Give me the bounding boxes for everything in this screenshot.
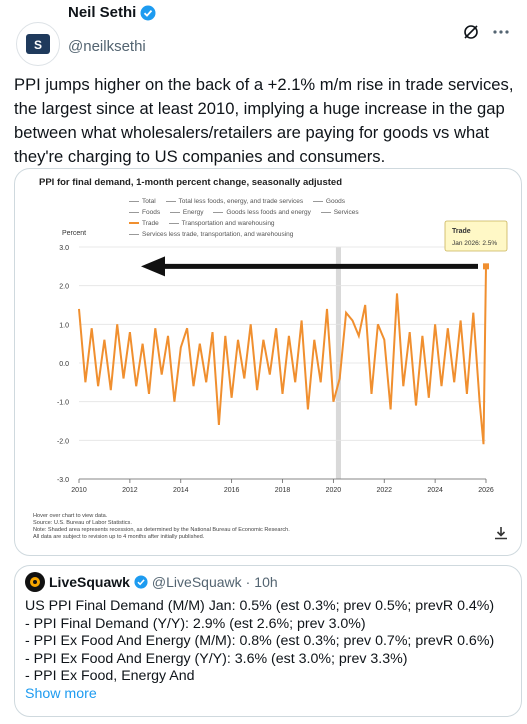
x-tick-label: 2010	[71, 487, 87, 494]
chart-note: Note: Shaded area represents recession, …	[33, 527, 290, 533]
y-tick-label: 1.0	[59, 322, 69, 329]
x-tick-label: 2022	[376, 487, 392, 494]
display-name[interactable]: Neil Sethi	[68, 4, 137, 21]
legend-item: Services less trade, transportation, and…	[129, 229, 293, 240]
tooltip-box	[444, 220, 508, 252]
quoted-line: - PPI Ex Food And Energy (M/M): 0.8% (es…	[25, 633, 495, 649]
quoted-time[interactable]: 10h	[254, 574, 278, 590]
legend-item: Goods less foods and energy	[213, 207, 311, 218]
legend-item: Energy	[169, 207, 204, 218]
y-tick-label: -3.0	[57, 477, 69, 484]
y-axis-label: Percent	[62, 230, 86, 237]
legend-item-trade: Trade	[129, 218, 159, 229]
quoted-tweet[interactable]: LiveSquawk @LiveSquawk · 10h US PPI Fina…	[14, 565, 522, 717]
x-tick-label: 2018	[275, 487, 291, 494]
x-tick-label: 2016	[224, 487, 240, 494]
verified-badge-icon	[134, 575, 148, 589]
quoted-display-name[interactable]: LiveSquawk	[49, 574, 130, 590]
legend-item: Total less foods, energy, and trade serv…	[165, 196, 303, 207]
quoted-line: US PPI Final Demand (M/M) Jan: 0.5% (est…	[25, 598, 495, 614]
dot-separator: ·	[245, 574, 251, 590]
tooltip: Trade Jan 2026: 2.5%	[444, 220, 508, 252]
y-tick-label: 0.0	[59, 361, 69, 368]
grok-icon[interactable]	[461, 22, 481, 42]
y-tick-label: 3.0	[59, 245, 69, 252]
quoted-line: - PPI Final Demand (Y/Y): 2.9% (est 2.6%…	[25, 615, 366, 632]
name-row: Neil Sethi	[68, 4, 156, 21]
quoted-handle[interactable]: @LiveSquawk	[151, 574, 242, 590]
legend-item: Goods	[312, 196, 345, 207]
quoted-header: LiveSquawk @LiveSquawk · 10h	[25, 572, 278, 592]
x-tick-label: 2024	[427, 487, 443, 494]
y-tick-label: -1.0	[57, 400, 69, 407]
quoted-text: US PPI Final Demand (M/M) Jan: 0.5% (est…	[25, 598, 515, 686]
legend-item: Transportation and warehousing	[168, 218, 275, 229]
tooltip-title: Trade	[452, 228, 471, 235]
chart-note: Hover over chart to view data.	[33, 513, 108, 519]
tooltip-value: Jan 2026: 2.5%	[452, 240, 497, 247]
download-icon[interactable]	[493, 525, 509, 544]
tweet-header: S Neil Sethi @neilksethi	[12, 0, 515, 70]
user-handle[interactable]: @neilksethi	[68, 38, 146, 55]
tweet-text: PPI jumps higher on the back of a +2.1% …	[14, 75, 514, 166]
x-tick-label: 2026	[478, 487, 494, 494]
chart-notes: Hover over chart to view data. Source: U…	[33, 513, 463, 541]
chart-note: All data are subject to revision up to 4…	[33, 534, 205, 540]
annotation-arrow-head	[141, 256, 165, 277]
chart-title: PPI for final demand, 1-month percent ch…	[39, 177, 343, 188]
line-chart: 3.0 2.0 1.0 0.0 -1.0 -2.0 -3.0 Percent 2010 2012 2…	[57, 220, 508, 494]
trade-series-line	[78, 266, 487, 445]
legend-item: Services	[320, 207, 359, 218]
verified-badge-icon	[140, 5, 156, 20]
quoted-line: - PPI Ex Food And Energy (Y/Y): 3.6% (es…	[25, 650, 408, 667]
avatar[interactable]: S	[16, 22, 60, 66]
legend-item: Total	[129, 196, 156, 207]
x-tick-label: 2014	[173, 487, 189, 494]
legend-item: Foods	[129, 207, 160, 218]
quoted-line: - PPI Ex Food, Energy And	[25, 668, 195, 684]
livesquawk-avatar[interactable]	[25, 572, 45, 592]
y-tick-label: 2.0	[59, 284, 69, 291]
chart-legend: Total Total less foods, energy, and trad…	[129, 196, 459, 240]
more-options-icon[interactable]	[491, 22, 511, 42]
show-more-link[interactable]: Show more	[25, 686, 97, 702]
y-tick-label: -2.0	[57, 438, 69, 445]
chart-image[interactable]: PPI for final demand, 1-month percent ch…	[14, 168, 522, 556]
svg-text:S: S	[34, 38, 42, 52]
livesquawk-logo-icon	[30, 577, 40, 587]
x-tick-label: 2020	[326, 487, 342, 494]
trade-last-point-marker	[483, 263, 489, 270]
chart-note: Source: U.S. Bureau of Labor Statistics.	[33, 520, 132, 526]
header-actions	[461, 22, 511, 42]
x-tick-label: 2012	[122, 487, 138, 494]
avatar-logo-icon: S	[26, 34, 50, 54]
